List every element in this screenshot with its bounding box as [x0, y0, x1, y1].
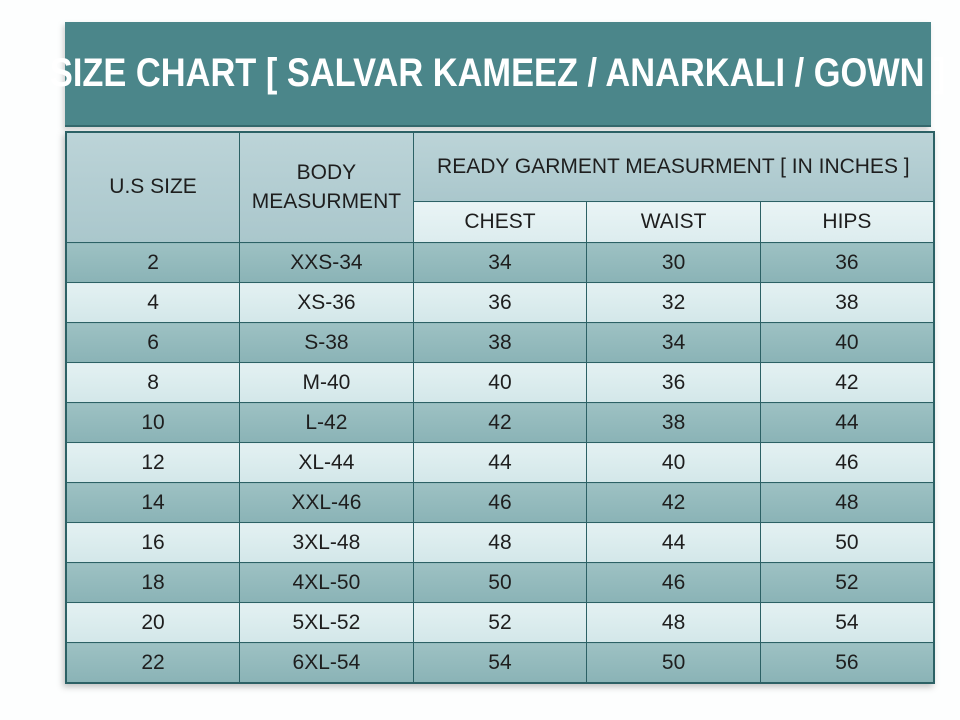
table-row: 22 6XL-54 54 50 56	[65, 642, 935, 684]
hips-cell: 40	[759, 322, 935, 363]
table-row: 18 4XL-50 50 46 52	[65, 562, 935, 603]
us-size-cell: 8	[65, 362, 241, 403]
waist-cell: 44	[586, 522, 761, 563]
body-measurment-cell: XL-44	[239, 442, 414, 483]
col-header-ready-garment: READY GARMENT MEASURMENT [ IN INCHES ]	[412, 131, 935, 202]
hips-cell: 42	[759, 362, 935, 403]
size-chart-table: U.S SIZE BODY MEASURMENT READY GARMENT M…	[65, 131, 935, 684]
hips-cell: 36	[759, 242, 935, 283]
table-header: U.S SIZE BODY MEASURMENT READY GARMENT M…	[65, 131, 935, 243]
waist-cell: 36	[586, 362, 761, 403]
waist-cell: 46	[586, 562, 761, 603]
hips-cell: 44	[759, 402, 935, 443]
chest-cell: 44	[412, 442, 588, 483]
us-size-cell: 18	[65, 562, 241, 603]
header-row-top: U.S SIZE BODY MEASURMENT READY GARMENT M…	[65, 131, 935, 243]
col-header-hips: HIPS	[759, 201, 935, 243]
us-size-cell: 4	[65, 282, 241, 323]
us-size-cell: 2	[65, 242, 241, 283]
body-measurment-cell: L-42	[239, 402, 414, 443]
us-size-cell: 10	[65, 402, 241, 443]
table-row: 10 L-42 42 38 44	[65, 402, 935, 443]
us-size-cell: 14	[65, 482, 241, 523]
chest-cell: 54	[412, 642, 588, 684]
col-header-chest: CHEST	[412, 201, 588, 243]
title-banner: SIZE CHART [ SALVAR KAMEEZ / ANARKALI / …	[50, 22, 946, 127]
body-measurment-cell: XXS-34	[239, 242, 414, 283]
us-size-cell: 20	[65, 602, 241, 643]
body-measurment-cell: XS-36	[239, 282, 414, 323]
waist-cell: 40	[586, 442, 761, 483]
table-row: 8 M-40 40 36 42	[65, 362, 935, 403]
body-measurment-cell: S-38	[239, 322, 414, 363]
hips-cell: 54	[759, 602, 935, 643]
waist-cell: 48	[586, 602, 761, 643]
chest-cell: 34	[412, 242, 588, 283]
col-header-us-size: U.S SIZE	[65, 131, 241, 243]
hips-cell: 52	[759, 562, 935, 603]
chest-cell: 50	[412, 562, 588, 603]
body-measurment-cell: 5XL-52	[239, 602, 414, 643]
body-measurment-cell: 3XL-48	[239, 522, 414, 563]
body-measurment-cell: XXL-46	[239, 482, 414, 523]
hips-cell: 46	[759, 442, 935, 483]
waist-cell: 32	[586, 282, 761, 323]
waist-cell: 34	[586, 322, 761, 363]
col-header-waist: WAIST	[586, 201, 761, 243]
body-measurment-cell: 6XL-54	[239, 642, 414, 684]
table-row: 20 5XL-52 52 48 54	[65, 602, 935, 643]
table-row: 6 S-38 38 34 40	[65, 322, 935, 363]
table-row: 16 3XL-48 48 44 50	[65, 522, 935, 563]
waist-cell: 30	[586, 242, 761, 283]
chest-cell: 36	[412, 282, 588, 323]
hips-cell: 56	[759, 642, 935, 684]
table-row: 2 XXS-34 34 30 36	[65, 242, 935, 283]
waist-cell: 50	[586, 642, 761, 684]
us-size-cell: 22	[65, 642, 241, 684]
waist-cell: 38	[586, 402, 761, 443]
chest-cell: 46	[412, 482, 588, 523]
hips-cell: 50	[759, 522, 935, 563]
hips-cell: 48	[759, 482, 935, 523]
body-measurment-cell: 4XL-50	[239, 562, 414, 603]
table-row: 14 XXL-46 46 42 48	[65, 482, 935, 523]
chest-cell: 40	[412, 362, 588, 403]
hips-cell: 38	[759, 282, 935, 323]
us-size-cell: 6	[65, 322, 241, 363]
page-title: SIZE CHART [ SALVAR KAMEEZ / ANARKALI / …	[50, 51, 946, 95]
col-header-body-measurment: BODY MEASURMENT	[239, 131, 414, 243]
table-row: 12 XL-44 44 40 46	[65, 442, 935, 483]
chest-cell: 42	[412, 402, 588, 443]
chest-cell: 52	[412, 602, 588, 643]
us-size-cell: 16	[65, 522, 241, 563]
us-size-cell: 12	[65, 442, 241, 483]
waist-cell: 42	[586, 482, 761, 523]
chest-cell: 48	[412, 522, 588, 563]
body-measurment-cell: M-40	[239, 362, 414, 403]
table-row: 4 XS-36 36 32 38	[65, 282, 935, 323]
table-body: 2 XXS-34 34 30 36 4 XS-36 36 32 38 6 S-3…	[65, 242, 935, 684]
chest-cell: 38	[412, 322, 588, 363]
header-row-sub: CHEST WAIST HIPS	[66, 201, 935, 243]
